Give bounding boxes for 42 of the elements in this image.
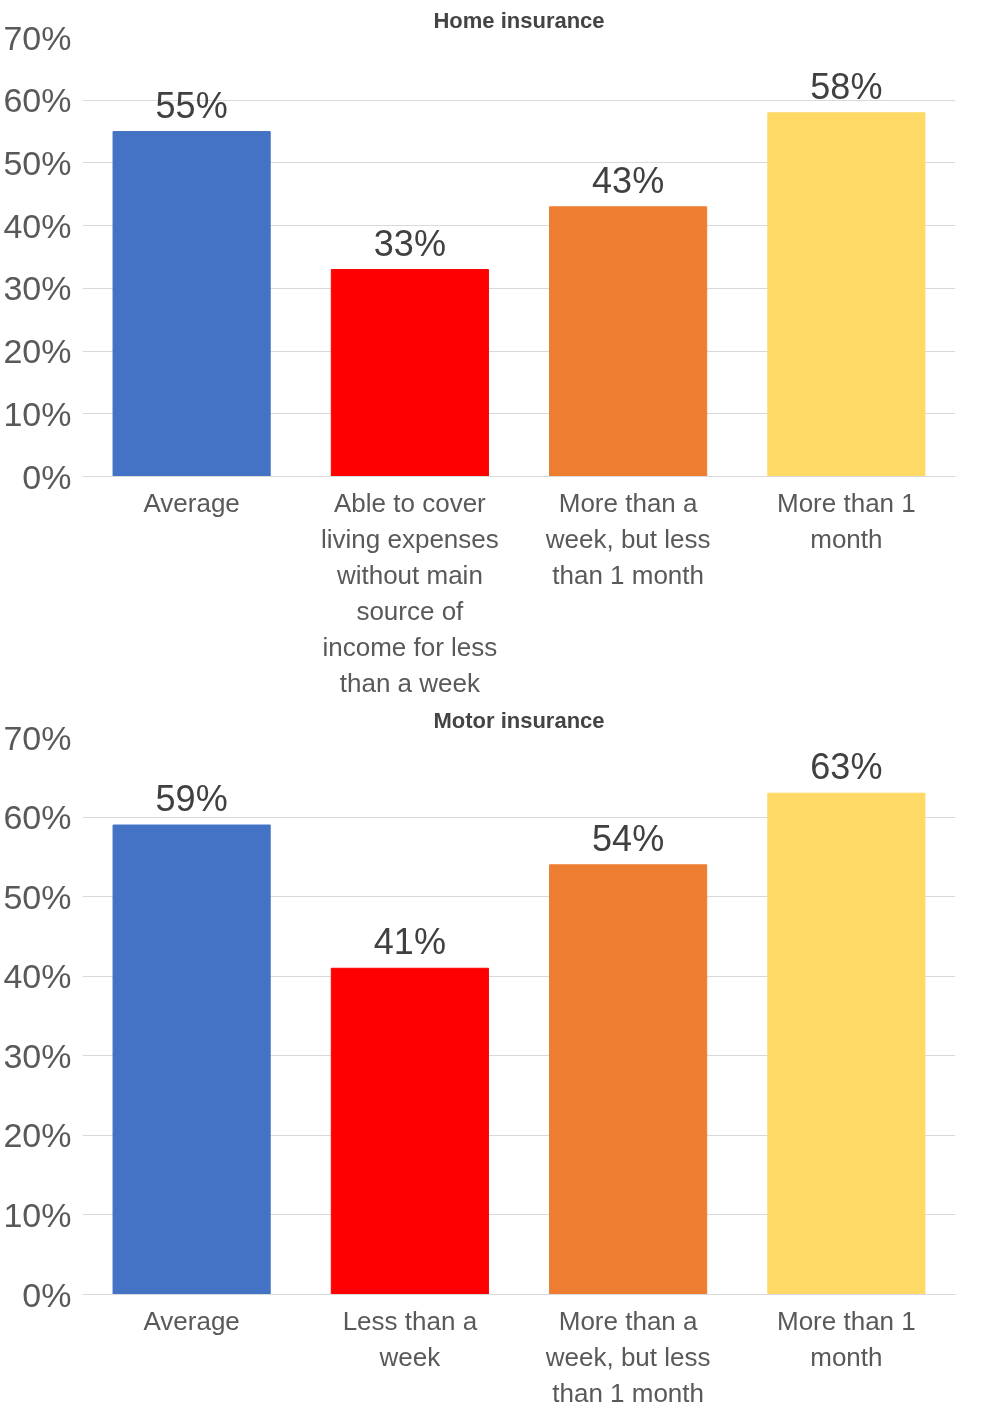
bar xyxy=(330,269,489,477)
y-tick-label: 30% xyxy=(3,1036,72,1075)
bar xyxy=(767,112,926,477)
bar xyxy=(549,206,708,477)
y-tick-label: 50% xyxy=(3,877,72,916)
x-tick-label: More than 1 month xyxy=(777,487,916,554)
y-tick-label: 40% xyxy=(3,957,72,996)
y-tick-label: 20% xyxy=(3,332,72,371)
x-tick-label: Average xyxy=(143,1305,240,1336)
bar xyxy=(330,967,489,1295)
y-tick-label: 60% xyxy=(3,798,72,837)
y-tick-label: 60% xyxy=(3,81,72,120)
x-tick-label: Average xyxy=(143,487,240,518)
y-tick-label: 0% xyxy=(22,1275,72,1314)
chart-title: Home insurance xyxy=(433,7,605,33)
y-tick-label: 0% xyxy=(22,457,72,496)
y-tick-label: 70% xyxy=(3,18,72,57)
y-tick-label: 40% xyxy=(3,206,72,245)
bar xyxy=(767,792,926,1295)
bar xyxy=(549,864,708,1295)
data-label: 58% xyxy=(810,65,883,107)
bar xyxy=(112,131,271,477)
y-tick-label: 10% xyxy=(3,394,72,433)
data-label: 43% xyxy=(592,159,665,201)
x-tick-label: More than a week, but less than 1 month xyxy=(544,1305,711,1408)
y-tick-label: 70% xyxy=(3,718,72,757)
x-tick-label: More than a week, but less than 1 month xyxy=(544,487,711,590)
x-tick-label: Less than a week xyxy=(342,1305,478,1372)
chart-title: Motor insurance xyxy=(433,707,605,733)
data-label: 59% xyxy=(155,778,228,820)
y-tick-label: 30% xyxy=(3,269,72,308)
y-tick-label: 50% xyxy=(3,143,72,182)
data-label: 54% xyxy=(592,817,665,859)
x-tick-label: Able to cover living expenses without main source of income for less than a week xyxy=(320,487,499,698)
y-tick-label: 20% xyxy=(3,1116,72,1155)
y-tick-label: 10% xyxy=(3,1195,72,1234)
data-label: 55% xyxy=(155,84,228,126)
data-label: 63% xyxy=(810,746,883,788)
x-tick-label: More than 1 month xyxy=(777,1305,916,1372)
bar xyxy=(112,824,271,1295)
data-label: 41% xyxy=(373,921,446,963)
data-label: 33% xyxy=(373,222,446,264)
